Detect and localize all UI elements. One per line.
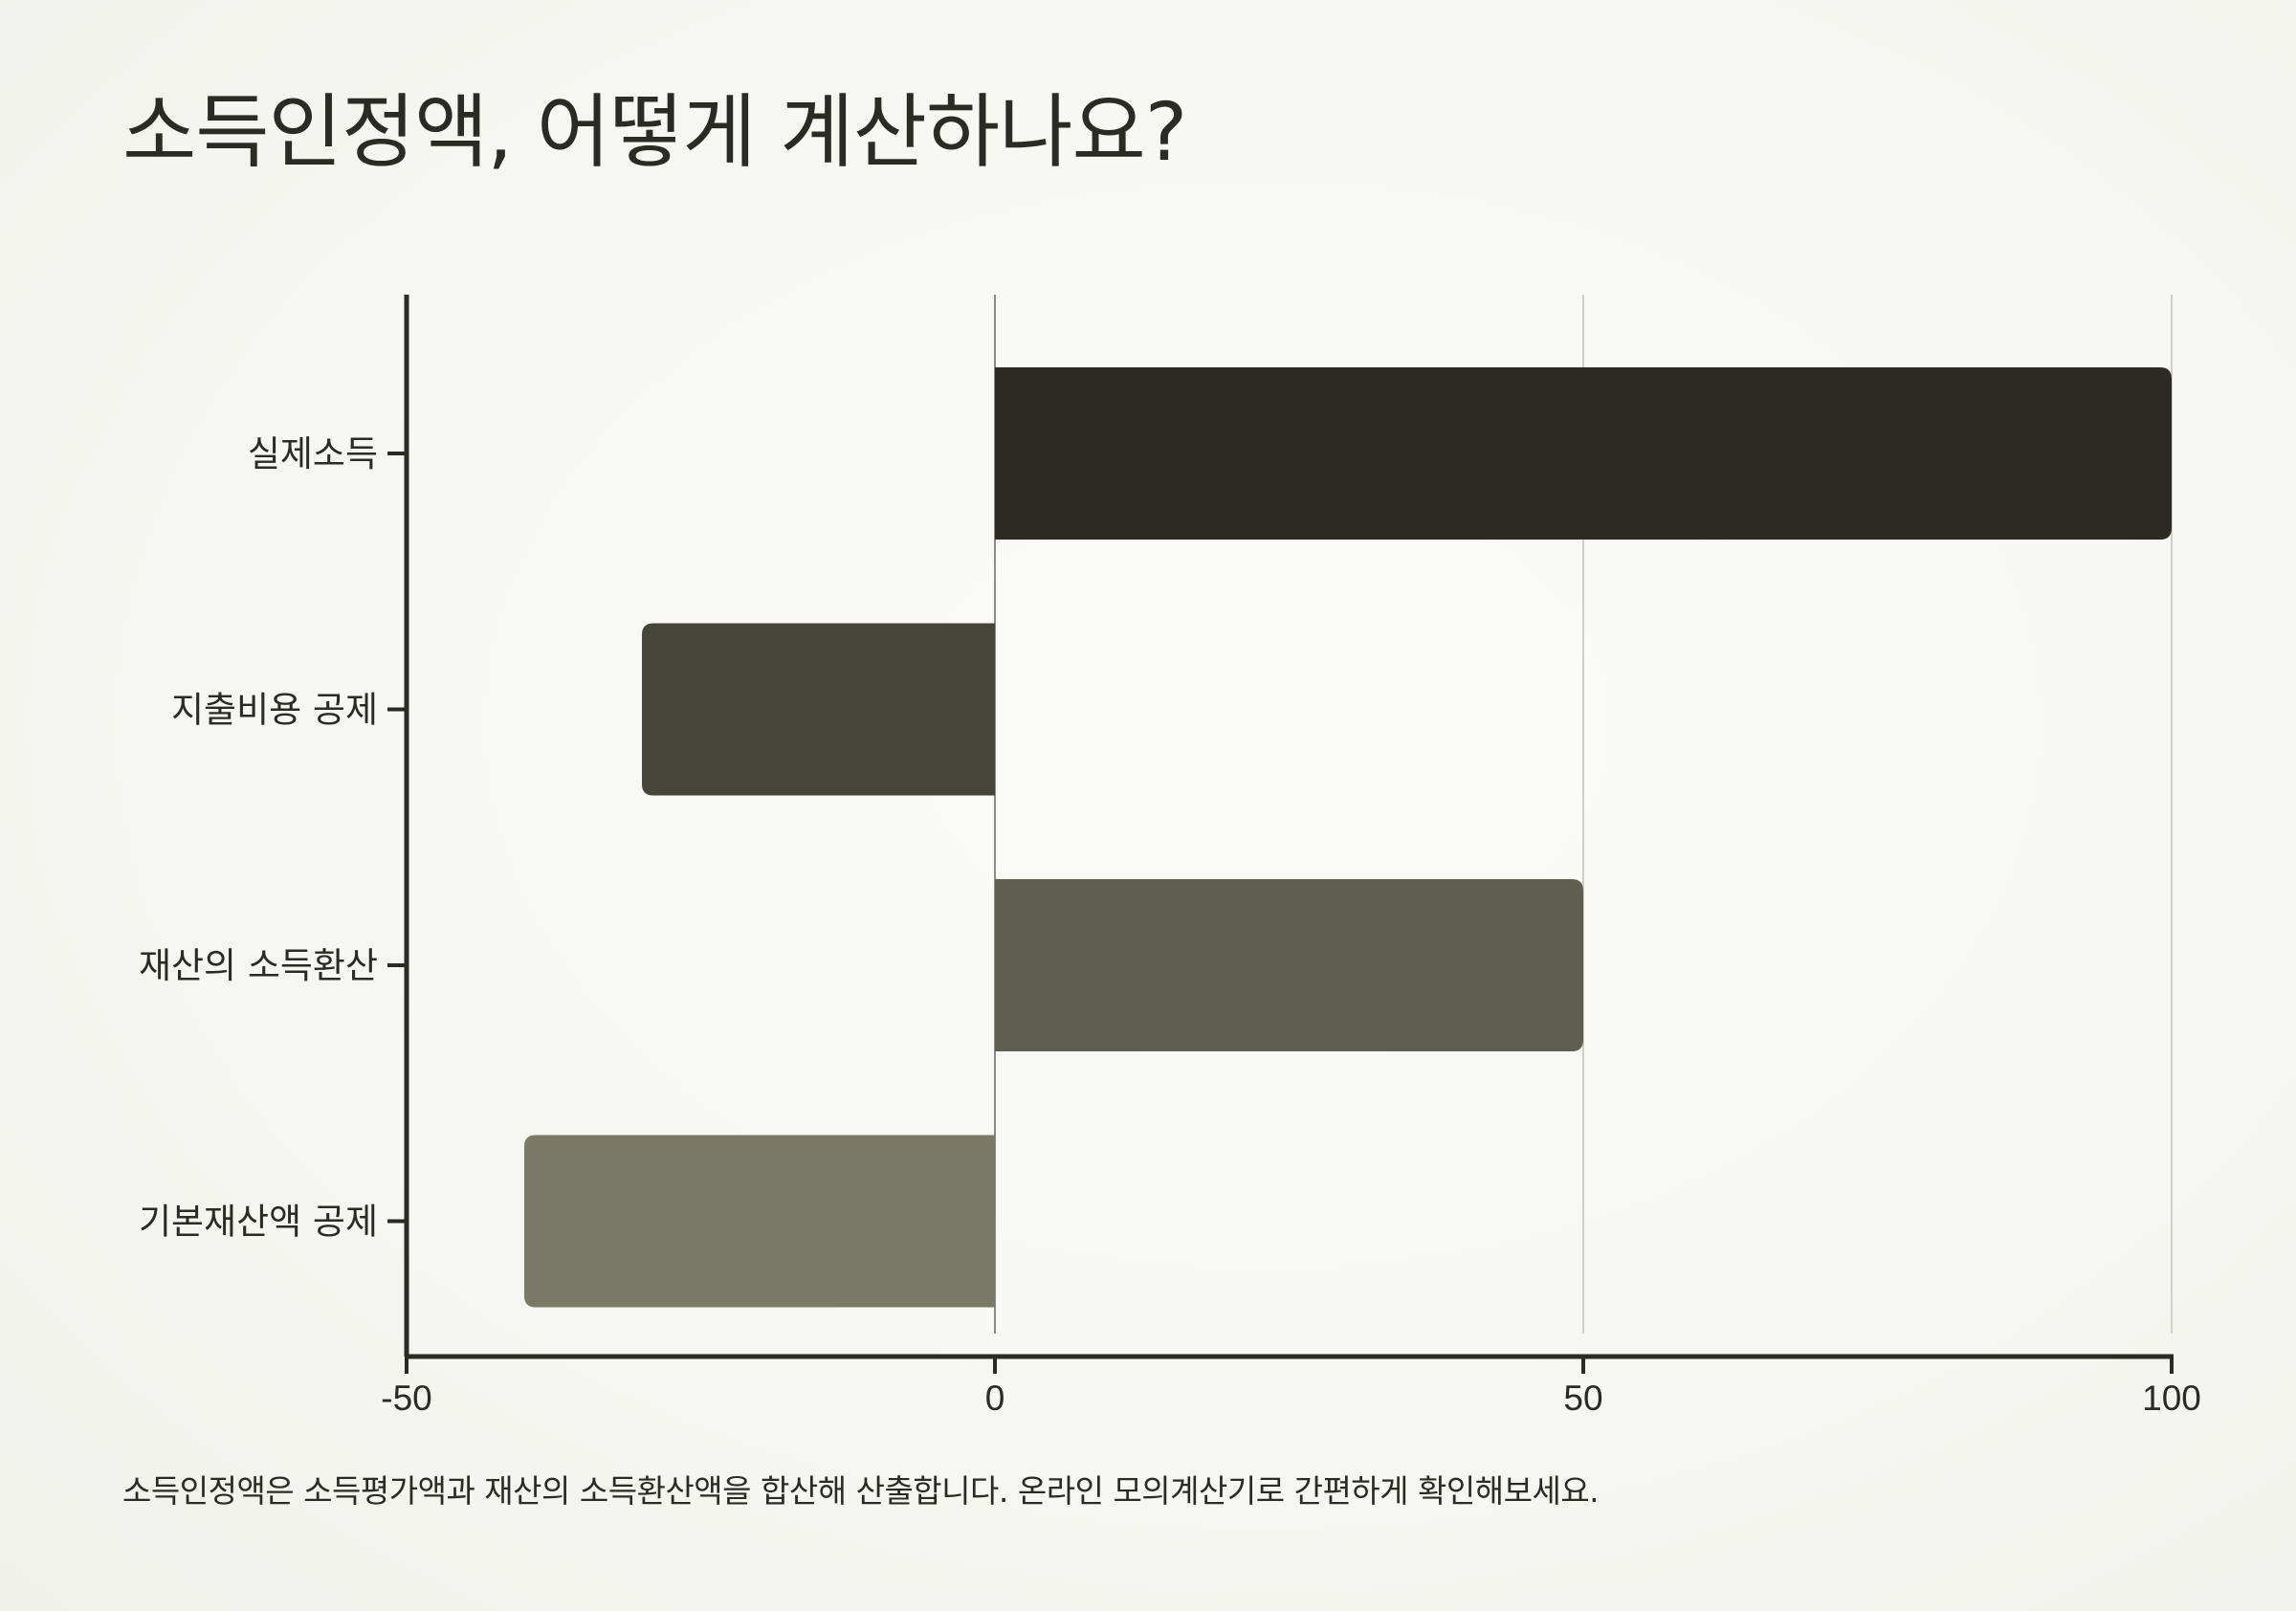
bars bbox=[524, 367, 2172, 1308]
category-label-1: 실제소득 bbox=[248, 433, 378, 474]
axes bbox=[387, 295, 2174, 1374]
x-tick-label-3: 100 bbox=[2142, 1379, 2201, 1418]
bar-1 bbox=[995, 367, 2172, 540]
category-label-3: 재산의 소득환산 bbox=[139, 945, 378, 986]
footnote: 소득인정액은 소득평가액과 재산의 소득환산액을 합산해 산출합니다. 온라인 … bbox=[122, 1472, 1600, 1510]
x-tick-label-2: 50 bbox=[1563, 1379, 1602, 1418]
page-title: 소득인정액, 어떻게 계산하나요? bbox=[122, 85, 1187, 179]
category-label-4: 기본재산액 공제 bbox=[139, 1202, 378, 1243]
x-tick-label-1: 0 bbox=[985, 1379, 1005, 1418]
bar-3 bbox=[995, 879, 1583, 1051]
bar-2 bbox=[642, 623, 995, 796]
bar-4 bbox=[524, 1135, 995, 1308]
category-label-2: 지출비용 공제 bbox=[171, 690, 378, 731]
x-tick-label-0: -50 bbox=[381, 1379, 431, 1418]
